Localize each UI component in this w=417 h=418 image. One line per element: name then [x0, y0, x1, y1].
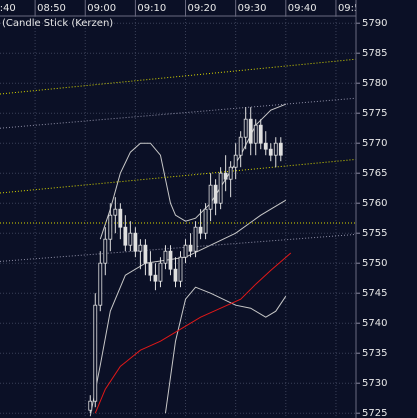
candle-body	[178, 256, 183, 282]
y-tick-label: 5780	[362, 78, 387, 89]
y-tick-label: 5770	[362, 138, 387, 149]
indicator-line	[0, 97, 356, 129]
indicator-line	[164, 286, 287, 414]
candle-body	[268, 148, 273, 156]
candle-body	[93, 304, 98, 402]
candle-body	[153, 274, 158, 282]
x-tick-label: 09:30	[238, 3, 267, 14]
candle-body	[133, 232, 138, 252]
grid	[0, 16, 356, 418]
candle-body	[183, 244, 188, 258]
y-tick-label: 5740	[362, 318, 387, 329]
overlays	[0, 58, 356, 417]
candle-body	[258, 124, 263, 144]
candle-body	[263, 142, 268, 150]
y-tick-label: 5730	[362, 378, 387, 389]
candle-body	[143, 244, 148, 264]
candle-body	[118, 208, 123, 228]
x-tick-label: 08:50	[37, 3, 66, 14]
candle-body	[208, 184, 213, 210]
y-axis: 5790 5785 5780 5775 5770 5765 5760 5755 5750 5745…	[356, 18, 387, 418]
candle-body	[158, 262, 163, 282]
y-tick-label: 5760	[362, 198, 387, 209]
y-tick-label: 5775	[362, 108, 387, 119]
indicator-line	[99, 103, 286, 240]
x-tick-label: 09:10	[137, 3, 166, 14]
y-tick-label: 5755	[362, 228, 387, 239]
x-tick-label: 08:40	[0, 3, 16, 14]
candle-body	[238, 136, 243, 156]
y-tick-label: 5745	[362, 288, 387, 299]
candle-body	[103, 238, 108, 264]
y-tick-label: 5785	[362, 48, 387, 59]
indicator-line	[94, 252, 292, 414]
candle-body	[273, 142, 278, 156]
candle-body	[198, 226, 203, 234]
candle-body	[253, 124, 258, 144]
y-tick-label: 5765	[362, 168, 387, 179]
candle-body	[203, 208, 208, 234]
candle-body	[193, 226, 198, 252]
x-tick-label: 09:20	[188, 3, 217, 14]
candle-body	[248, 118, 253, 144]
candle-body	[168, 250, 173, 270]
x-tick-label: 09:00	[87, 3, 116, 14]
candle-body	[98, 262, 103, 306]
y-tick-label: 5750	[362, 258, 387, 269]
candle-body	[278, 142, 283, 156]
x-tick-label: 09:50	[338, 3, 367, 14]
x-axis: 08:40 08:50 09:00 09:10 09:20 09:30 09:40 09:50	[0, 0, 367, 16]
candle-body	[113, 208, 118, 216]
candle-body	[213, 184, 218, 204]
candle-body	[173, 268, 178, 282]
y-tick-label: 5790	[362, 18, 387, 29]
candle-body	[88, 400, 93, 411]
candle-body	[163, 250, 168, 264]
candle-body	[148, 262, 153, 276]
y-tick-label: 5735	[362, 348, 387, 359]
x-tick-label: 09:40	[288, 3, 317, 14]
y-tick-label: 5725	[362, 408, 387, 418]
candle-body	[218, 172, 223, 204]
candle-body	[188, 244, 193, 252]
candle-body	[228, 166, 233, 180]
candle-body	[233, 154, 238, 168]
indicator-line	[0, 158, 356, 194]
candle-body	[138, 244, 143, 252]
candle-body	[123, 226, 128, 246]
chart-title: (Candle Stick (Kerzen)	[2, 18, 113, 29]
indicator-line	[0, 233, 356, 262]
candle-body	[108, 214, 113, 240]
candles	[88, 107, 283, 414]
candle-body	[243, 118, 248, 138]
candle-body	[223, 172, 228, 180]
candle-body	[128, 232, 133, 246]
